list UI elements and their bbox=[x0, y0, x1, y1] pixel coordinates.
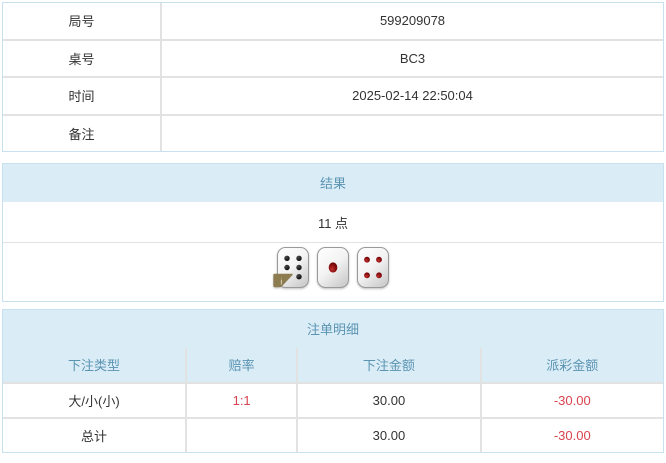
svg-text:i: i bbox=[280, 276, 282, 286]
